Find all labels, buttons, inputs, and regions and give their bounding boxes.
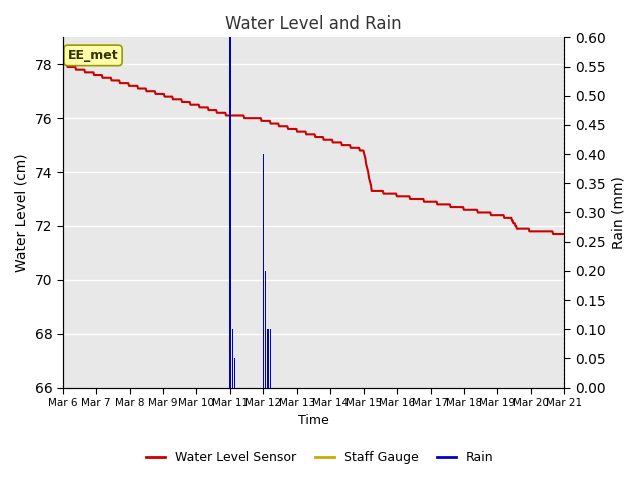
Text: EE_met: EE_met — [68, 49, 118, 62]
X-axis label: Time: Time — [298, 414, 329, 427]
Legend: Water Level Sensor, Staff Gauge, Rain: Water Level Sensor, Staff Gauge, Rain — [141, 446, 499, 469]
Bar — [268, 329, 269, 388]
Bar — [232, 329, 233, 388]
Bar — [229, 37, 230, 388]
Title: Water Level and Rain: Water Level and Rain — [225, 15, 402, 33]
Y-axis label: Rain (mm): Rain (mm) — [611, 176, 625, 249]
Bar — [265, 271, 266, 388]
Bar — [234, 359, 236, 388]
Bar — [262, 154, 264, 388]
Bar — [269, 329, 271, 388]
Y-axis label: Water Level (cm): Water Level (cm) — [15, 153, 29, 272]
